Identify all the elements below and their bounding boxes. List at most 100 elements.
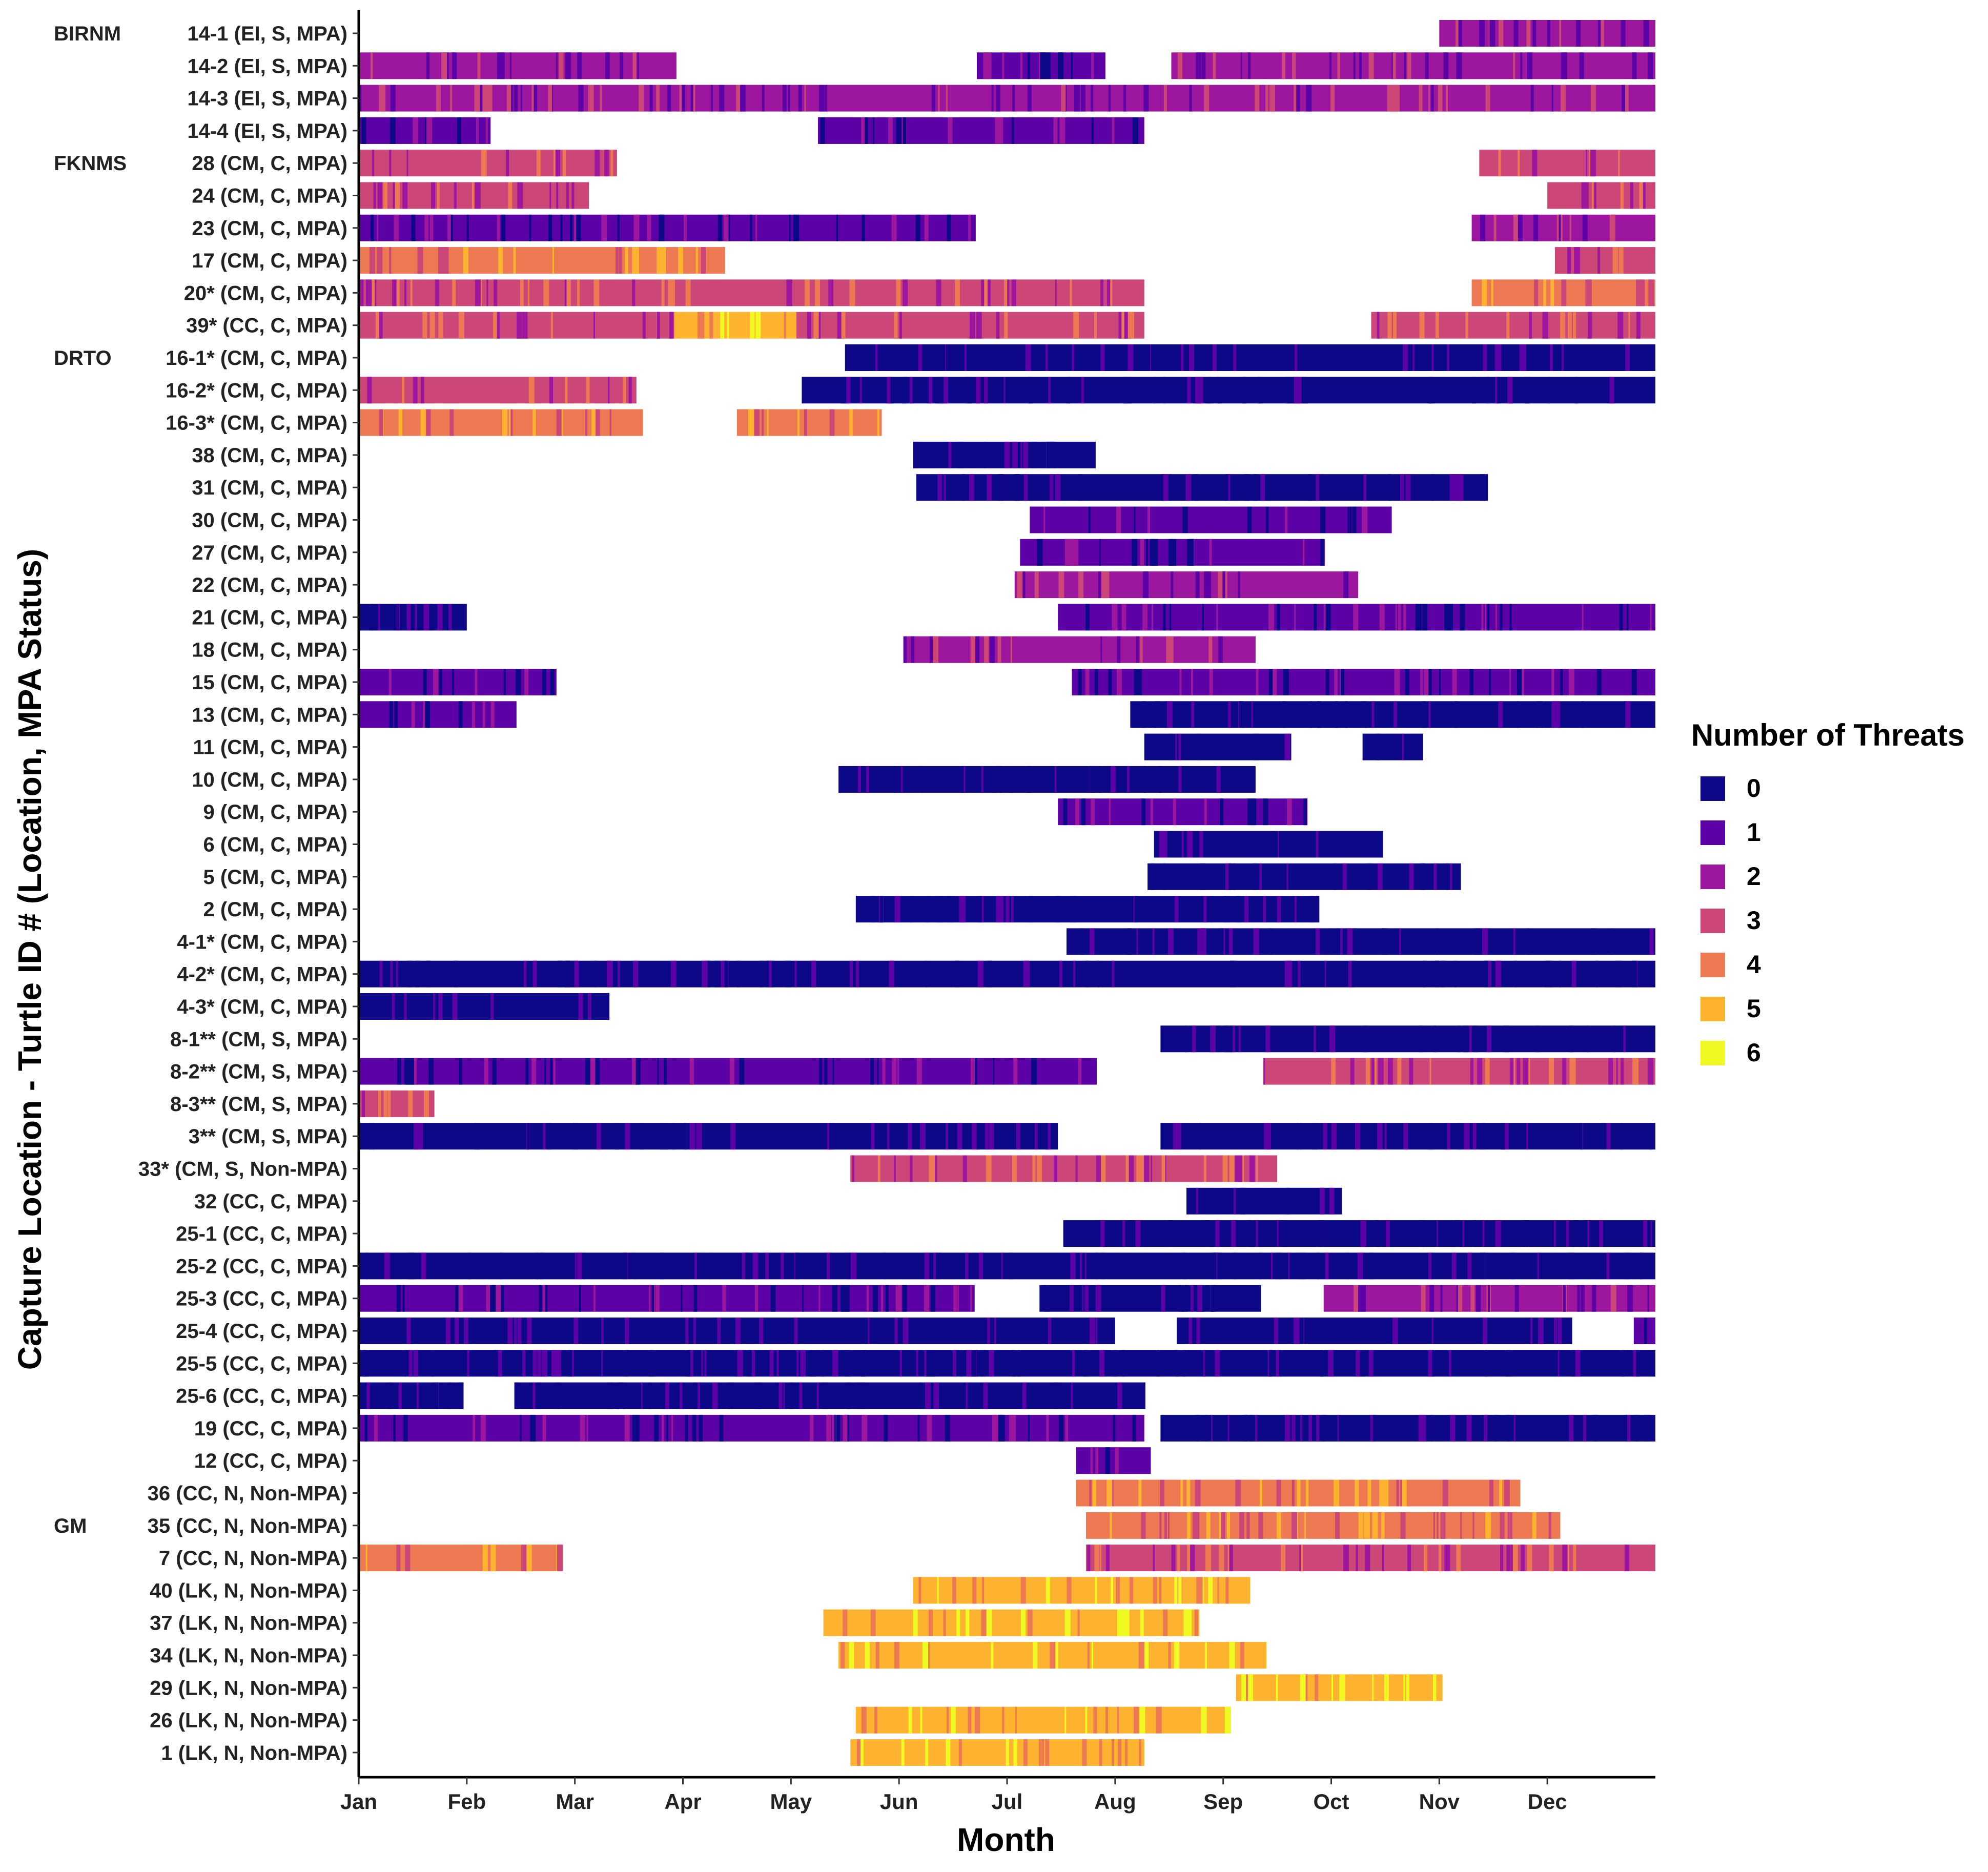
- y-tick-label: 3** (CM, S, MPA): [189, 1125, 347, 1148]
- daily-stripe: [671, 1414, 673, 1442]
- daily-stripe: [1428, 85, 1430, 112]
- y-tick-label: 25-1 (CC, C, MPA): [176, 1223, 347, 1245]
- daily-stripe: [975, 1706, 980, 1734]
- segment-bar: [359, 1123, 1058, 1150]
- daily-stripe: [754, 409, 760, 436]
- daily-stripe: [1348, 960, 1352, 988]
- daily-stripe: [1077, 344, 1081, 371]
- daily-stripe: [1480, 214, 1486, 241]
- daily-stripe: [359, 85, 362, 112]
- turtle-row: [1076, 1447, 1151, 1474]
- daily-stripe: [1129, 312, 1134, 339]
- daily-stripe: [1336, 928, 1340, 955]
- daily-stripe: [1085, 960, 1089, 988]
- daily-stripe: [987, 1318, 990, 1344]
- y-tick-label: 37 (LK, N, Non-MPA): [150, 1612, 347, 1635]
- daily-stripe: [1330, 85, 1335, 112]
- daily-stripe: [1235, 1155, 1240, 1182]
- daily-stripe: [550, 669, 555, 695]
- daily-stripe: [1247, 798, 1252, 826]
- daily-stripe: [1536, 1025, 1540, 1053]
- daily-stripe: [1028, 896, 1033, 923]
- daily-stripe: [1322, 1414, 1326, 1442]
- daily-stripe: [434, 1382, 439, 1409]
- daily-stripe: [493, 312, 497, 339]
- turtle-row: [1085, 1512, 1561, 1539]
- daily-stripe: [1530, 1318, 1533, 1344]
- daily-stripe: [607, 1382, 613, 1409]
- daily-stripe: [445, 1318, 450, 1344]
- daily-stripe: [1080, 85, 1085, 112]
- daily-stripe: [1334, 1479, 1340, 1507]
- daily-stripe: [798, 85, 802, 112]
- daily-stripe: [514, 1318, 517, 1344]
- daily-stripe: [1559, 20, 1562, 47]
- daily-stripe: [397, 1058, 401, 1085]
- daily-stripe: [1004, 441, 1010, 468]
- daily-stripe: [1175, 1350, 1179, 1377]
- track-segment: [359, 182, 589, 209]
- daily-stripe: [660, 1123, 665, 1150]
- daily-stripe: [1136, 1155, 1140, 1182]
- daily-stripe: [525, 1058, 529, 1085]
- track-segment: [1160, 1025, 1655, 1053]
- daily-stripe: [641, 1382, 643, 1409]
- y-tick-label: 27 (CM, C, MPA): [192, 542, 347, 564]
- daily-stripe: [1090, 766, 1095, 793]
- daily-stripe: [784, 312, 786, 339]
- daily-stripe: [944, 474, 946, 501]
- daily-stripe: [1230, 960, 1236, 988]
- daily-stripe: [1050, 441, 1056, 468]
- daily-stripe: [1012, 1155, 1017, 1182]
- daily-stripe: [1181, 831, 1184, 858]
- daily-stripe: [438, 247, 444, 274]
- daily-stripe: [937, 896, 944, 923]
- daily-stripe: [557, 1545, 563, 1572]
- daily-stripe: [1649, 928, 1654, 955]
- daily-stripe: [1433, 1025, 1437, 1053]
- daily-stripe: [1228, 863, 1233, 890]
- segment-bar: [359, 993, 610, 1020]
- daily-stripe: [1287, 798, 1289, 826]
- daily-stripe: [1560, 312, 1562, 339]
- daily-stripe: [914, 441, 919, 468]
- daily-stripe: [849, 409, 853, 436]
- track-segment: [1479, 150, 1655, 177]
- turtle-row: [359, 409, 882, 436]
- daily-stripe: [595, 409, 600, 436]
- daily-stripe: [1142, 701, 1146, 728]
- daily-stripe: [1376, 1220, 1379, 1247]
- segment-bar: [359, 669, 557, 695]
- daily-stripe: [438, 312, 443, 339]
- daily-stripe: [1153, 1545, 1155, 1572]
- daily-stripe: [1105, 1706, 1109, 1734]
- daily-stripe: [995, 117, 999, 144]
- segment-bar: [359, 85, 1655, 112]
- daily-stripe: [1282, 701, 1286, 728]
- segment-bar: [823, 1609, 1200, 1636]
- y-tick-label: 29 (LK, N, Non-MPA): [150, 1677, 347, 1699]
- daily-stripe: [1216, 1025, 1221, 1053]
- daily-stripe: [730, 1123, 735, 1150]
- daily-stripe: [1623, 1025, 1626, 1053]
- daily-stripe: [1403, 604, 1406, 631]
- daily-stripe: [741, 85, 746, 112]
- daily-stripe: [429, 214, 434, 241]
- daily-stripe: [1201, 52, 1206, 79]
- daily-stripe: [553, 1058, 556, 1085]
- daily-stripe: [966, 344, 969, 371]
- daily-stripe: [1147, 506, 1150, 533]
- daily-stripe: [788, 85, 790, 112]
- daily-stripe: [1643, 20, 1649, 47]
- daily-stripe: [918, 344, 922, 371]
- daily-stripe: [1217, 377, 1220, 404]
- daily-stripe: [1163, 474, 1169, 501]
- daily-stripe: [1517, 701, 1519, 728]
- turtle-row: [838, 1642, 1266, 1669]
- daily-stripe: [1167, 928, 1174, 955]
- daily-stripe: [361, 117, 366, 144]
- track-segment: [359, 1285, 975, 1312]
- daily-stripe: [1543, 279, 1546, 306]
- daily-stripe: [1591, 928, 1596, 955]
- daily-stripe: [452, 993, 458, 1020]
